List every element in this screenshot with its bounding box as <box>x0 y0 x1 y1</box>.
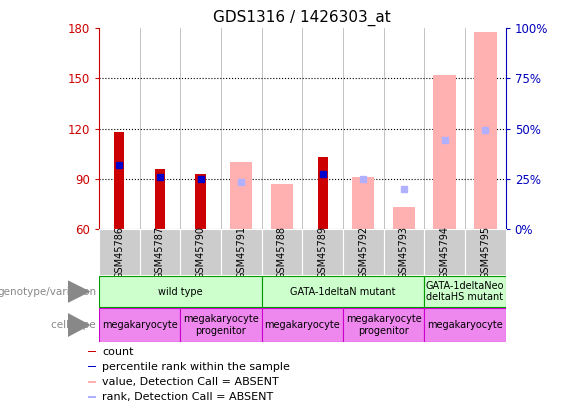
Text: GATA-1deltaN mutant: GATA-1deltaN mutant <box>290 287 396 296</box>
Text: rank, Detection Call = ABSENT: rank, Detection Call = ABSENT <box>102 392 273 402</box>
Text: megakaryocyte
progenitor: megakaryocyte progenitor <box>183 314 259 336</box>
Bar <box>424 309 506 341</box>
Text: count: count <box>102 347 134 357</box>
Title: GDS1316 / 1426303_at: GDS1316 / 1426303_at <box>214 9 391 26</box>
Text: GSM45786: GSM45786 <box>114 226 124 279</box>
Text: genotype/variation: genotype/variation <box>0 287 96 296</box>
Bar <box>474 32 497 229</box>
Bar <box>99 309 180 341</box>
Text: percentile rank within the sample: percentile rank within the sample <box>102 362 290 372</box>
Bar <box>302 229 343 275</box>
Bar <box>140 229 180 275</box>
Bar <box>114 132 124 229</box>
Text: GSM45788: GSM45788 <box>277 226 287 279</box>
Text: GATA-1deltaNeo
deltaHS mutant: GATA-1deltaNeo deltaHS mutant <box>426 281 504 303</box>
Polygon shape <box>68 280 90 303</box>
Text: GSM45791: GSM45791 <box>236 226 246 279</box>
Bar <box>343 229 384 275</box>
Bar <box>465 229 506 275</box>
Text: GSM45790: GSM45790 <box>195 226 206 279</box>
Bar <box>88 351 95 352</box>
Bar <box>195 174 206 229</box>
Bar <box>424 276 506 307</box>
Text: megakaryocyte: megakaryocyte <box>427 320 503 330</box>
Text: GSM45795: GSM45795 <box>480 226 490 279</box>
Bar <box>424 229 465 275</box>
Bar <box>271 184 293 229</box>
Bar <box>155 168 165 229</box>
Bar <box>99 276 262 307</box>
Text: megakaryocyte: megakaryocyte <box>264 320 340 330</box>
Bar <box>384 229 424 275</box>
Text: megakaryocyte
progenitor: megakaryocyte progenitor <box>346 314 421 336</box>
Bar <box>433 75 456 229</box>
Bar <box>221 229 262 275</box>
Text: value, Detection Call = ABSENT: value, Detection Call = ABSENT <box>102 377 279 387</box>
Bar <box>262 229 302 275</box>
Text: cell type: cell type <box>51 320 96 330</box>
Polygon shape <box>68 313 90 337</box>
Text: megakaryocyte: megakaryocyte <box>102 320 177 330</box>
Bar <box>99 229 140 275</box>
Bar <box>262 309 343 341</box>
Bar <box>343 309 424 341</box>
Text: GSM45794: GSM45794 <box>440 226 450 279</box>
Bar <box>88 396 95 398</box>
Bar <box>180 229 221 275</box>
Text: GSM45787: GSM45787 <box>155 226 165 279</box>
Bar <box>393 207 415 229</box>
Bar <box>318 157 328 229</box>
Bar <box>262 276 424 307</box>
Text: GSM45793: GSM45793 <box>399 226 409 279</box>
Text: GSM45792: GSM45792 <box>358 226 368 279</box>
Bar <box>88 366 95 367</box>
Bar <box>230 162 253 229</box>
Text: wild type: wild type <box>158 287 202 296</box>
Bar <box>352 177 375 229</box>
Bar <box>180 309 262 341</box>
Text: GSM45789: GSM45789 <box>318 226 328 279</box>
Bar <box>88 381 95 383</box>
